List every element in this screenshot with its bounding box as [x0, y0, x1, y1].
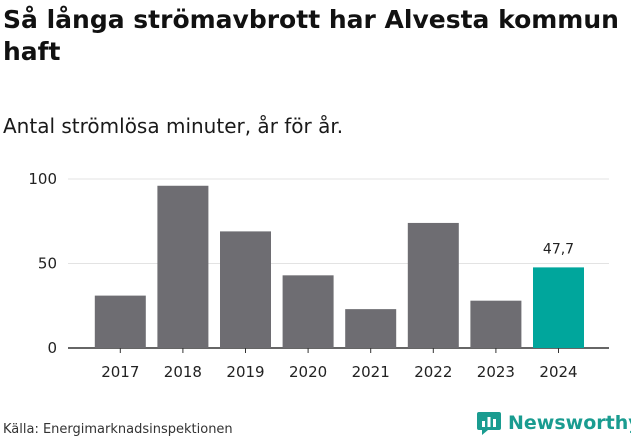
x-tick-label-2024: 2024 [539, 363, 577, 381]
data-label-2024: 47,7 [543, 241, 574, 257]
bars [94, 185, 584, 348]
brand-name: Newsworthy [508, 412, 631, 434]
y-tick-label-100: 100 [28, 170, 57, 188]
x-tick-label-2019: 2019 [226, 363, 264, 381]
bar-2023 [470, 300, 522, 348]
bar-2020 [282, 275, 334, 348]
grid-lines [68, 178, 609, 353]
x-tick-label-2017: 2017 [101, 363, 139, 381]
chart-subtitle: Antal strömlösa minuter, år för år. [3, 114, 344, 138]
x-tick-label-2020: 2020 [289, 363, 327, 381]
newsworthy-logo-icon [477, 412, 501, 435]
labels: 0 50 100 2017 2018 2019 2020 2021 2022 2023 2024 47… [28, 170, 577, 381]
y-tick-label-0: 0 [47, 339, 57, 357]
x-tick-label-2022: 2022 [414, 363, 452, 381]
y-tick-label-50: 50 [38, 255, 57, 273]
bar-2018 [157, 185, 209, 348]
bar-2024 [533, 267, 584, 348]
chart-title: Så långa strömavbrott har Alvesta kommun… [3, 5, 619, 66]
bar-2022 [407, 222, 459, 348]
x-tick-label-2018: 2018 [164, 363, 202, 381]
bar-2019 [220, 231, 271, 348]
bar-2021 [345, 309, 397, 348]
newsworthy-brand: Newsworthy [476, 410, 631, 436]
bar-2017 [94, 295, 146, 348]
source-note: Källa: Energimarknadsinspektionen [3, 422, 233, 437]
x-tick-label-2021: 2021 [352, 363, 390, 381]
x-tick-label-2023: 2023 [477, 363, 515, 381]
